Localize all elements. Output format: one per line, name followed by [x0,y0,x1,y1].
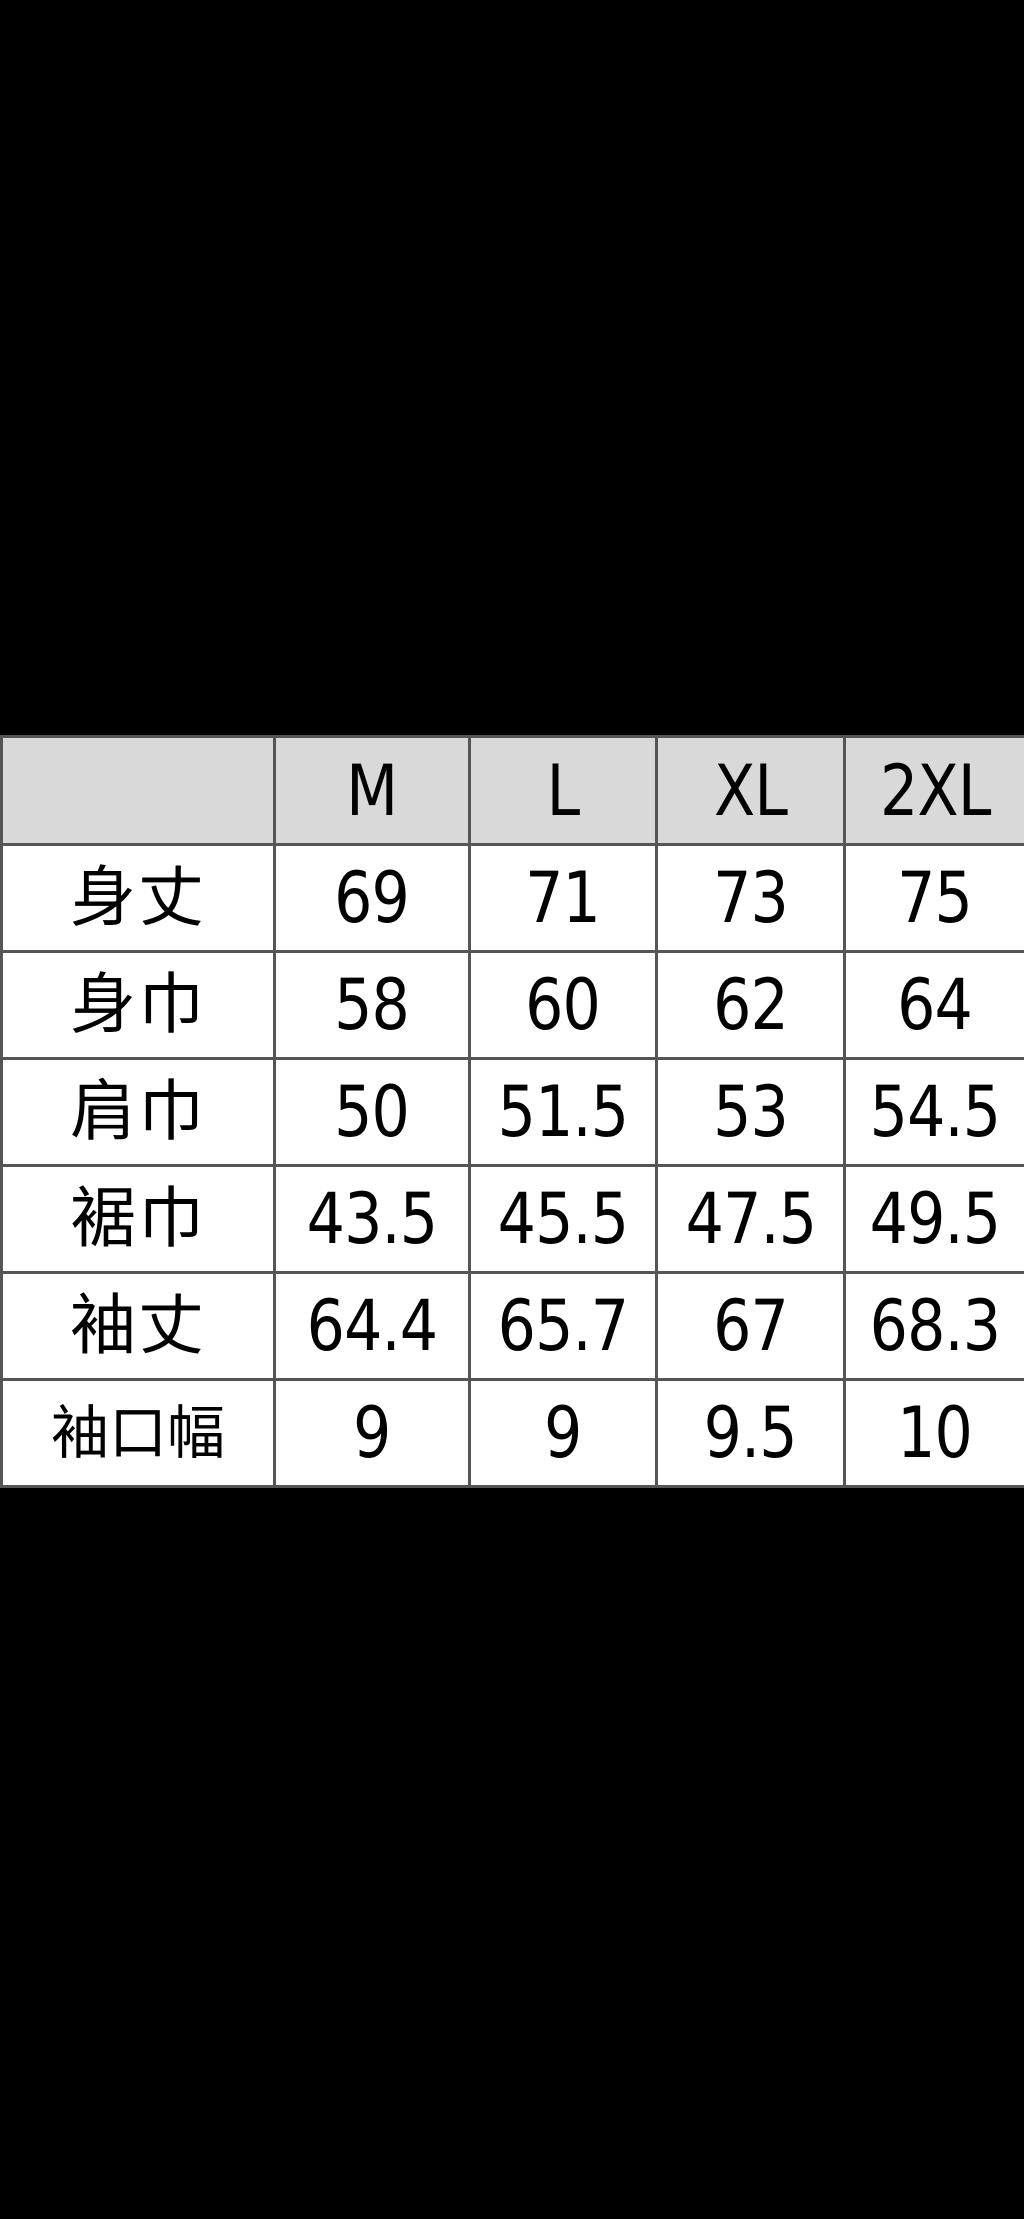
value-text: 67 [713,1285,789,1367]
value-text: 51.5 [497,1071,629,1153]
value-cell: 71 [468,843,658,953]
value-text: 73 [713,857,789,939]
value-text: 49.5 [869,1178,1001,1260]
value-cell: 49.5 [843,1164,1024,1274]
value-cell: 67 [655,1271,846,1381]
value-cell: 75 [843,843,1024,953]
value-text: 9.5 [703,1392,798,1474]
value-text: 9 [353,1392,391,1474]
value-text: 64.4 [306,1285,438,1367]
value-text: 45.5 [497,1178,629,1260]
corner-cell [0,735,276,846]
value-cell: 45.5 [468,1164,658,1274]
value-cell: 51.5 [468,1057,658,1167]
value-text: 53 [713,1071,789,1153]
column-header-l: L [468,735,658,846]
row-label: 肩巾 [0,1057,276,1167]
value-text: 64 [897,964,974,1046]
table-row: 袖口幅 9 9 9.5 10 [0,1378,1024,1488]
table-row: 肩巾 50 51.5 53 54.5 [0,1057,1024,1167]
value-text: 9 [544,1392,582,1474]
table-row: 身巾 58 60 62 64 [0,950,1024,1060]
value-cell: 60 [468,950,658,1060]
value-cell: 58 [273,950,471,1060]
value-cell: 9.5 [655,1378,846,1488]
column-header-m: M [273,735,471,846]
value-text: 43.5 [306,1178,438,1260]
value-text: 69 [334,857,411,939]
value-cell: 50 [273,1057,471,1167]
value-cell: 64 [843,950,1024,1060]
value-cell: 64.4 [273,1271,471,1381]
value-cell: 10 [843,1378,1024,1488]
value-cell: 62 [655,950,846,1060]
value-cell: 69 [273,843,471,953]
row-label: 袖丈 [0,1271,276,1381]
value-cell: 54.5 [843,1057,1024,1167]
column-header-2xl: 2XL [843,735,1024,846]
column-header-xl: XL [655,735,846,846]
value-cell: 73 [655,843,846,953]
value-cell: 53 [655,1057,846,1167]
table-row: 身丈 69 71 73 75 [0,843,1024,953]
value-text: 58 [334,964,411,1046]
value-cell: 68.3 [843,1271,1024,1381]
table-row: 裾巾 43.5 45.5 47.5 49.5 [0,1164,1024,1274]
value-text: 65.7 [497,1285,629,1367]
value-text: 50 [334,1071,411,1153]
value-cell: 65.7 [468,1271,658,1381]
value-text: 10 [897,1392,974,1474]
table-row: 袖丈 64.4 65.7 67 68.3 [0,1271,1024,1381]
value-text: 71 [525,857,602,939]
row-label: 袖口幅 [0,1378,276,1488]
row-label: 身丈 [0,843,276,953]
value-cell: 9 [468,1378,658,1488]
value-text: 60 [525,964,602,1046]
row-label: 裾巾 [0,1164,276,1274]
value-cell: 43.5 [273,1164,471,1274]
value-cell: 47.5 [655,1164,846,1274]
value-text: 75 [897,857,974,939]
size-chart-table: M L XL 2XL 身丈 69 71 73 75 身巾 58 60 62 64 肩巾 50 51.5 5… [0,735,1024,1488]
value-cell: 9 [273,1378,471,1488]
value-text: 68.3 [869,1285,1001,1367]
header-row: M L XL 2XL [0,735,1024,846]
value-text: 62 [713,964,789,1046]
value-text: 47.5 [685,1178,816,1260]
row-label: 身巾 [0,950,276,1060]
value-text: 54.5 [869,1071,1001,1153]
